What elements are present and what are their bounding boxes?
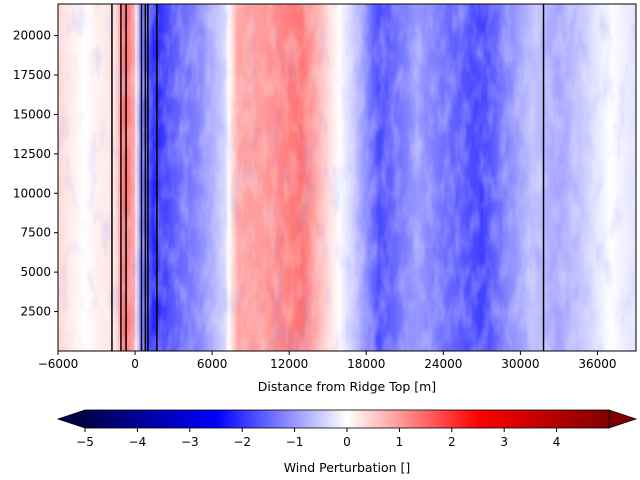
colorbar-tick-label: 1: [396, 435, 404, 449]
heatmap-field: [58, 4, 636, 351]
x-tick-label: 12000: [270, 357, 308, 371]
vertical-lines: [111, 4, 545, 351]
x-axis: −6000 0 6000 12000 18000 24000 30000 36000: [38, 351, 617, 371]
colorbar-tick-label: 3: [500, 435, 508, 449]
colorbar-extend-low: [56, 409, 86, 429]
y-tick-label: 20000: [13, 29, 51, 43]
colorbar-tick-label: 4: [553, 435, 561, 449]
x-axis-label: Distance from Ridge Top [m]: [258, 379, 436, 394]
colorbar-tick-label: −2: [233, 435, 251, 449]
x-tick-label: −6000: [38, 357, 79, 371]
colorbar: −5 −4 −3 −2 −1 0 1 2 3 4 Wind Perturbation []: [56, 409, 638, 475]
x-tick-label: 18000: [347, 357, 385, 371]
x-tick-label: 30000: [501, 357, 539, 371]
y-tick-label: 2500: [20, 305, 51, 319]
colorbar-gradient: [84, 409, 610, 429]
colorbar-tick-label: 0: [343, 435, 351, 449]
y-tick-label: 10000: [13, 186, 51, 200]
y-axis: 2500 5000 7500 10000 12500 15000 17500 20000: [13, 29, 58, 319]
x-tick-label: 36000: [578, 357, 616, 371]
colorbar-tick-label: −1: [286, 435, 304, 449]
colorbar-tick-label: 2: [448, 435, 456, 449]
colorbar-ticks: −5 −4 −3 −2 −1 0 1 2 3 4: [76, 428, 560, 449]
colorbar-extend-high: [608, 409, 638, 429]
y-tick-label: 5000: [20, 265, 51, 279]
y-tick-label: 15000: [13, 107, 51, 121]
colorbar-tick-label: −5: [76, 435, 94, 449]
y-tick-label: 17500: [13, 68, 51, 82]
y-tick-label: 7500: [20, 226, 51, 240]
x-tick-label: 6000: [197, 357, 228, 371]
plot-frame: [57, 3, 637, 352]
colorbar-label: Wind Perturbation []: [284, 460, 411, 475]
colorbar-tick-label: −4: [129, 435, 147, 449]
x-tick-label: 0: [131, 357, 139, 371]
y-tick-label: 12500: [13, 147, 51, 161]
x-tick-label: 24000: [424, 357, 462, 371]
heatmap-texture-blue: [58, 4, 636, 351]
colorbar-tick-label: −3: [181, 435, 199, 449]
